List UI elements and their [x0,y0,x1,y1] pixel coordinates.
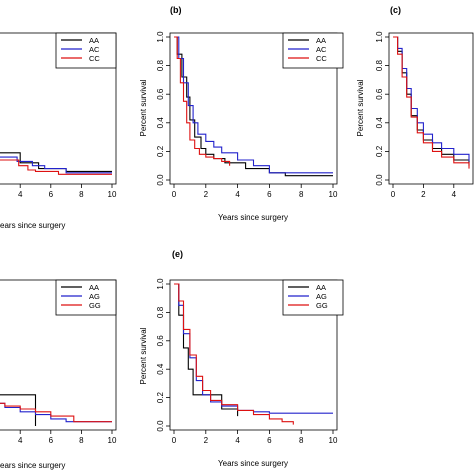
legend-label: AG [89,292,100,301]
y-tick-label: 0.6 [156,88,165,100]
x-tick-label: 6 [49,436,54,445]
series-line-ac [0,156,112,174]
x-axis-label: ears since surgery [0,221,65,230]
x-tick-label: 4 [235,190,240,199]
x-tick-label: 0 [172,436,177,445]
x-axis-label: Years since surgery [218,213,288,222]
legend-box [55,32,117,69]
x-tick-label: 4 [452,190,457,199]
legend-label: AA [89,283,99,292]
series-line-cc [0,159,112,175]
series-line-gg [0,402,112,423]
legend-label: AA [316,283,326,292]
x-tick-label: 10 [108,436,117,445]
panel-label: (c) [390,5,401,15]
series-line-0 [393,36,470,166]
plot-frame [0,279,117,431]
x-tick-label: 2 [204,436,209,445]
x-tick-label: 10 [329,436,338,445]
chart-panel-4: 0 2 4 6 8 10 0.0 0.2 0.4 0.6 0.8 1.0 Years since sur… [139,249,344,468]
x-tick-label: 2 [204,190,209,199]
x-tick-label: 4 [18,436,23,445]
legend-box [282,32,344,69]
x-axis-label: Years since surgery [218,459,288,468]
x-tick-label: 10 [108,190,117,199]
y-tick-label: 0.8 [156,306,165,318]
legend-label: CC [316,54,327,63]
y-axis-label: Percent survival [139,79,148,136]
legend-label: GG [89,301,101,310]
chart-panel-1: 0 2 4 6 8 10 0.0 0.2 0.4 0.6 0.8 1.0 Years since sur… [139,5,344,222]
plot-frame [388,32,474,185]
legend-label: AA [89,36,99,45]
y-tick-label: 0.0 [375,174,384,186]
y-tick-label: 0.4 [156,117,165,129]
y-tick-label: 0.2 [375,145,384,157]
x-tick-label: 6 [49,190,54,199]
y-tick-label: 0.8 [156,59,165,71]
y-tick-label: 0.0 [156,420,165,432]
plot-frame [0,32,117,185]
chart-panel-2: 0 2 4 0.0 0.2 0.4 0.6 0.8 1.0 Percent survival (c) [356,5,474,199]
y-tick-label: 1.0 [156,278,165,290]
y-tick-label: 0.4 [156,363,165,375]
x-tick-label: 6 [267,436,272,445]
series-line-ac [174,36,333,174]
series-line-gg [174,283,294,425]
x-tick-label: 8 [79,436,84,445]
x-tick-label: 8 [79,190,84,199]
series-line-aa [0,394,37,426]
y-axis-label: Percent survival [139,327,148,384]
y-tick-label: 1.0 [156,31,165,43]
series-line-2 [393,36,470,169]
x-tick-label: 2 [421,190,426,199]
y-tick-label: 1.0 [375,31,384,43]
y-tick-label: 0.6 [375,88,384,100]
plot-frame [169,32,338,185]
x-tick-label: 8 [299,436,304,445]
plot-frame [169,279,338,431]
legend-label: AA [316,36,326,45]
legend-label: AC [316,45,327,54]
x-tick-label: 10 [329,190,338,199]
legend-box [55,279,117,316]
x-tick-label: 6 [267,190,272,199]
x-tick-label: 0 [391,190,396,199]
series-line-cc [174,36,231,166]
y-tick-label: 0.2 [156,391,165,403]
panel-label: (b) [170,5,182,15]
y-tick-label: 0.2 [156,145,165,157]
series-line-ag [0,402,112,423]
x-tick-label: 8 [299,190,304,199]
legend-box [282,279,344,316]
y-axis-label: Percent survival [356,79,365,136]
legend-label: AG [316,292,327,301]
x-tick-label: 0 [172,190,177,199]
x-tick-label: 4 [235,436,240,445]
panel-label: (e) [172,249,183,259]
legend-label: CC [89,54,100,63]
y-tick-label: 0.6 [156,335,165,347]
y-tick-label: 0.4 [375,117,384,129]
x-axis-label: ears since surgery [0,461,65,470]
legend-label: GG [316,301,328,310]
legend-label: AC [89,45,100,54]
series-line-aa [174,36,333,177]
y-tick-label: 0.8 [375,59,384,71]
x-tick-label: 4 [18,190,23,199]
y-tick-label: 0.0 [156,174,165,186]
